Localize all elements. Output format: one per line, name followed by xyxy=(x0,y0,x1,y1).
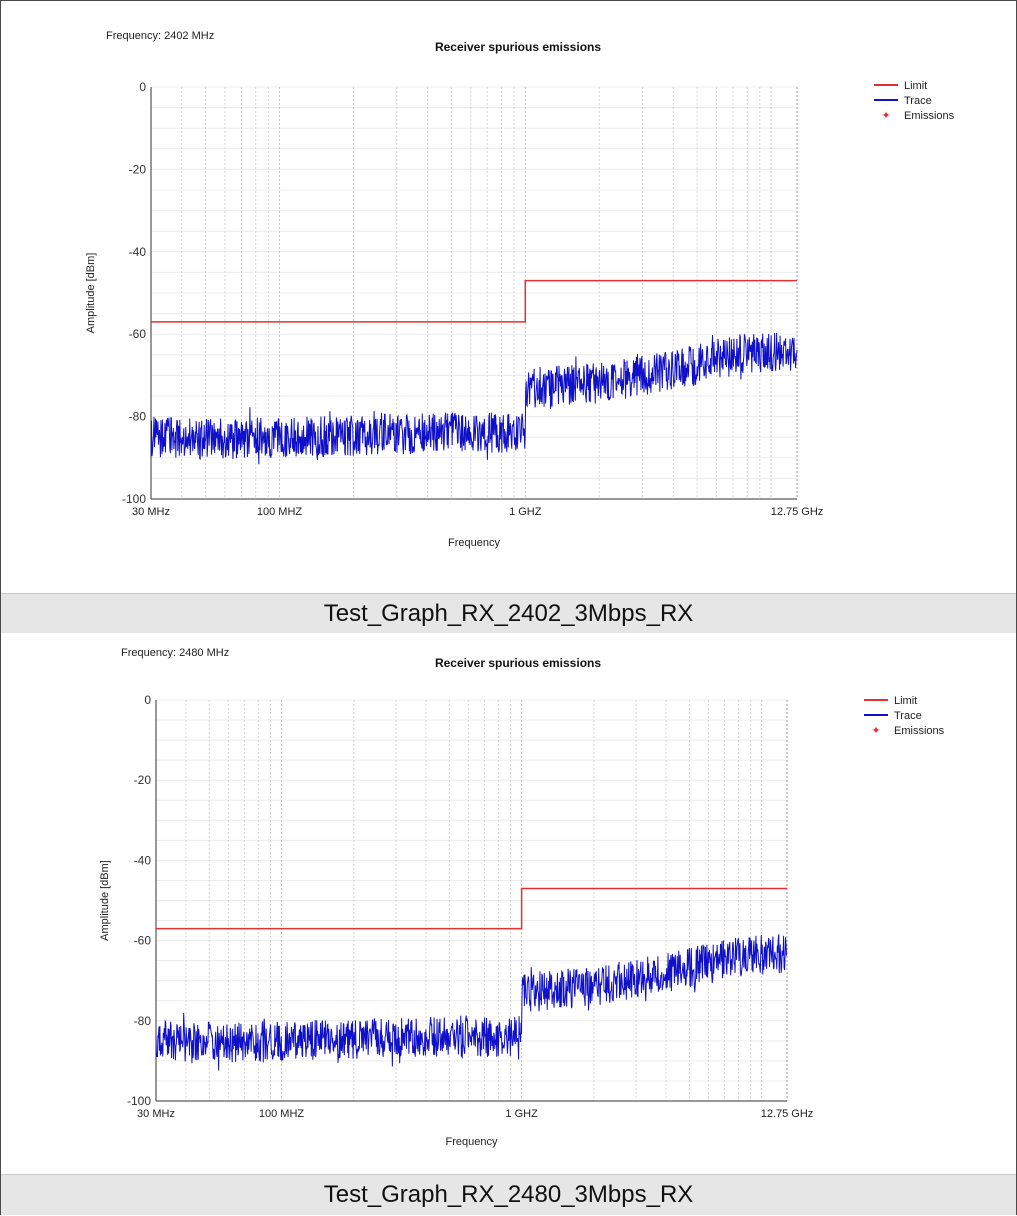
chart-2-limit-series xyxy=(156,887,787,930)
chart-2-trace-series xyxy=(155,934,788,1071)
chart-1-x-tick-label: 30 MHz xyxy=(132,506,170,518)
chart-1-subtitle: Frequency: 2402 MHz xyxy=(106,30,214,42)
figure-caption-2: Test_Graph_RX_2480_3Mbps_RX xyxy=(1,1174,1016,1215)
figure-caption-1: Test_Graph_RX_2402_3Mbps_RX xyxy=(1,593,1016,634)
chart-2-subtitle: Frequency: 2480 MHz xyxy=(121,647,229,659)
chart-2-y-tick-label: -40 xyxy=(134,853,152,867)
chart-2-y-tick-label: 0 xyxy=(144,693,151,707)
chart-2-x-tick-label: 12.75 GHz xyxy=(761,1108,814,1120)
chart-2-x-axis-label: Frequency xyxy=(446,1136,498,1148)
chart-2-x-tick-label: 1 GHZ xyxy=(505,1108,538,1120)
chart-1-x-tick-label: 12.75 GHz xyxy=(771,506,824,518)
chart-1-legend-label-limit: Limit xyxy=(904,80,927,92)
chart-1-y-tick-label: -80 xyxy=(129,410,147,424)
figure-cell-1: 0 -20 -40 -60 -80 -100 30 MHz 100 MHZ 1 GHZ 12.75… xyxy=(0,0,1017,635)
chart-2-x-tick-label: 30 MHz xyxy=(137,1108,175,1120)
chart-2: 0 -20 -40 -60 -80 -100 30 MHz 100 MHZ 1 GHZ 12.75… xyxy=(1,633,1016,1175)
chart-1: 0 -20 -40 -60 -80 -100 30 MHz 100 MHZ 1 GHZ 12.75… xyxy=(1,1,1016,592)
chart-2-y-tick-label: -100 xyxy=(127,1094,151,1108)
chart-2-legend-star-icon: ✦ xyxy=(871,725,880,737)
chart-1-legend-label-trace: Trace xyxy=(904,95,932,107)
chart-1-title: Receiver spurious emissions xyxy=(435,40,601,54)
chart-2-y-tick-label: -60 xyxy=(134,934,152,948)
chart-2-y-tick-label: -80 xyxy=(134,1014,152,1028)
chart-2-legend-label-emissions: Emissions xyxy=(894,725,945,737)
chart-1-legend-star-icon: ✦ xyxy=(881,110,890,122)
chart-2-y-tick-label: -20 xyxy=(134,773,152,787)
figure-cell-2: 0 -20 -40 -60 -80 -100 30 MHz 100 MHZ 1 GHZ 12.75… xyxy=(0,633,1017,1215)
chart-2-y-axis-label: Amplitude [dBm] xyxy=(99,860,111,941)
chart-2-legend-label-limit: Limit xyxy=(894,695,917,707)
chart-1-legend-label-emissions: Emissions xyxy=(904,110,955,122)
chart-1-y-tick-label: -20 xyxy=(129,162,147,176)
chart-1-x-tick-label: 1 GHZ xyxy=(509,506,542,518)
chart-2-title: Receiver spurious emissions xyxy=(435,656,601,670)
chart-1-y-tick-label: -60 xyxy=(129,327,147,341)
chart-1-x-tick-label: 100 MHZ xyxy=(257,506,303,518)
chart-1-x-axis-label: Frequency xyxy=(448,537,500,549)
chart-2-x-tick-label: 100 MHZ xyxy=(259,1108,305,1120)
chart-1-y-tick-label: 0 xyxy=(139,80,146,94)
chart-1-y-tick-label: -100 xyxy=(122,492,146,506)
chart-1-y-axis-label: Amplitude [dBm] xyxy=(85,253,97,334)
chart-1-trace-series xyxy=(150,332,798,465)
chart-1-limit-series xyxy=(151,279,797,323)
chart-2-legend-label-trace: Trace xyxy=(894,710,922,722)
chart-1-y-tick-label: -40 xyxy=(129,245,147,259)
